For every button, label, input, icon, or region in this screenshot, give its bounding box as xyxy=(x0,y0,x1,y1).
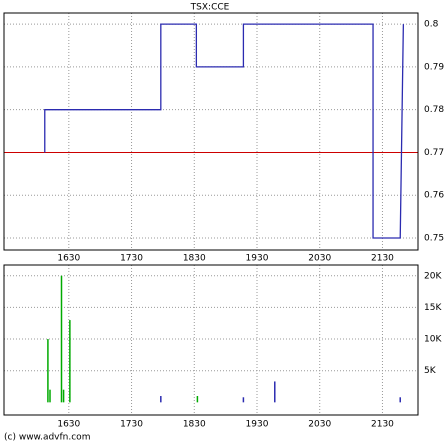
volume-bar xyxy=(62,389,65,403)
volume-bar xyxy=(274,381,276,403)
volume-bar xyxy=(47,339,49,403)
x-tick-label: 1630 xyxy=(57,420,80,430)
panel-frame xyxy=(3,12,419,251)
copyright: (c) www.advfn.com xyxy=(4,433,90,443)
y-tick-label: 0.79 xyxy=(424,62,444,72)
volume-bar xyxy=(69,320,71,403)
x-tick-label: 1830 xyxy=(183,254,206,264)
volume-bar xyxy=(399,397,401,403)
volume-bar xyxy=(49,389,51,403)
x-tick-label: 2130 xyxy=(371,254,394,264)
y-tick-label: 15K xyxy=(424,303,442,313)
volume-bar xyxy=(196,396,199,403)
price-line xyxy=(44,23,405,239)
volume-bar xyxy=(242,397,245,403)
y-tick-label: 0.8 xyxy=(424,20,439,30)
x-tick-label: 1730 xyxy=(120,254,143,264)
y-tick-label: 0.77 xyxy=(424,148,444,158)
chart-title: TSX:CCE xyxy=(190,3,230,13)
y-tick-label: 5K xyxy=(424,366,437,376)
x-tick-label: 1630 xyxy=(57,254,80,264)
x-tick-label: 1730 xyxy=(120,420,143,430)
y-tick-label: 0.76 xyxy=(424,191,444,201)
volume-bar xyxy=(160,396,162,403)
x-tick-label: 1930 xyxy=(246,254,269,264)
y-tick-label: 0.78 xyxy=(424,105,444,115)
x-tick-label: 1830 xyxy=(183,420,206,430)
x-tick-label: 2030 xyxy=(308,420,331,430)
y-tick-label: 0.75 xyxy=(424,234,444,244)
y-tick-label: 20K xyxy=(424,271,442,281)
y-tick-label: 10K xyxy=(424,335,442,345)
x-tick-label: 2030 xyxy=(308,254,331,264)
volume-bar xyxy=(60,275,63,403)
x-tick-label: 1930 xyxy=(246,420,269,430)
x-tick-label: 2130 xyxy=(371,420,394,430)
panel-frame xyxy=(3,264,419,416)
